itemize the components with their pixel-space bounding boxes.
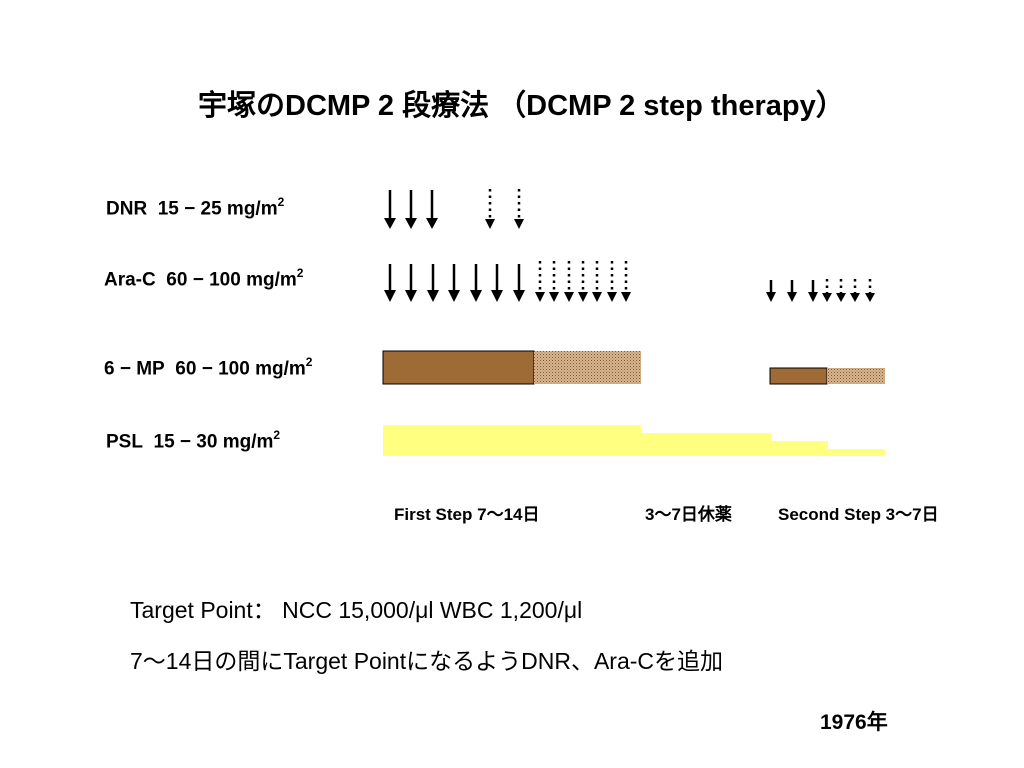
arac-arrow-optional — [836, 279, 846, 302]
dnr-dose: 15 − 25 mg/m — [157, 198, 278, 220]
psl-label: PSL 15 − 30 mg/m2 — [106, 428, 281, 453]
arac-arrow-optional — [822, 279, 832, 302]
year-label: 1976年 — [820, 711, 888, 734]
dnr-arrow-solid — [384, 190, 396, 229]
arac-arrows-first — [384, 261, 631, 302]
arac-arrow-optional — [621, 261, 631, 302]
arac-arrow-solid — [470, 264, 482, 302]
mp-bars — [382, 350, 885, 385]
arac-arrow-optional — [592, 261, 602, 302]
psl-dose-exponent: 2 — [273, 428, 281, 442]
arac-dose-exponent: 2 — [296, 266, 304, 280]
arac-arrow-optional — [607, 261, 617, 302]
mp-bar-second-optional — [827, 368, 885, 384]
dnr-arrow-solid — [426, 190, 438, 229]
psl-bar-full — [383, 425, 641, 456]
arac-arrow-optional — [535, 261, 545, 302]
arac-arrow-solid — [448, 264, 460, 302]
arac-arrow-solid — [513, 264, 525, 302]
mp-name: 6 − MP — [104, 358, 165, 380]
mp-bar-first-solid — [382, 350, 535, 385]
mp-label: 6 − MP 60 − 100 mg/m2 — [104, 355, 313, 380]
arac-arrow-solid — [405, 264, 417, 302]
rest-period-label: 3〜7日休薬 — [645, 505, 732, 524]
mp-dose: 60 − 100 mg/m — [175, 358, 306, 380]
arac-arrow-optional — [850, 279, 860, 302]
arac-arrows-second — [766, 279, 875, 302]
second-step-label: Second Step 3〜7日 — [778, 505, 939, 524]
dnr-dose-exponent: 2 — [277, 195, 285, 209]
mp-bar-second-solid — [769, 367, 828, 385]
dnr-arrow-optional — [485, 189, 495, 229]
arac-dose: 60 − 100 mg/m — [166, 269, 297, 291]
target-point-note: Target Point： NCC 15,000/μl WBC 1,200/μl — [130, 597, 583, 623]
mp-bar-first-optional — [534, 351, 641, 384]
arac-label: Ara-C 60 − 100 mg/m2 — [104, 266, 304, 291]
first-step-label: First Step 7〜14日 — [394, 505, 540, 524]
dnr-name: DNR — [106, 198, 148, 220]
arac-arrow-solid — [427, 264, 439, 302]
psl-bar-taper2 — [771, 441, 828, 456]
arac-arrow-solid — [787, 280, 797, 302]
arac-arrow-optional — [578, 261, 588, 302]
dnr-arrows — [384, 189, 524, 229]
page-title: 宇塚のDCMP 2 段療法 （DCMP 2 step therapy） — [198, 90, 845, 122]
psl-bar-taper3 — [828, 449, 885, 456]
psl-name: PSL — [106, 431, 143, 453]
psl-bar-taper1 — [641, 433, 771, 456]
arac-arrow-optional — [564, 261, 574, 302]
add-drugs-note: 7〜14日の間にTarget PointになるようDNR、Ara-Cを追加 — [130, 648, 724, 674]
arac-arrow-solid — [808, 280, 818, 302]
arac-arrow-optional — [865, 279, 875, 302]
arac-arrow-solid — [766, 280, 776, 302]
arac-arrow-solid — [491, 264, 503, 302]
dnr-label: DNR 15 − 25 mg/m2 — [106, 195, 285, 220]
mp-dose-exponent: 2 — [305, 355, 313, 369]
arac-arrow-optional — [549, 261, 559, 302]
arac-name: Ara-C — [104, 269, 156, 291]
psl-bars — [383, 425, 885, 456]
psl-dose: 15 − 30 mg/m — [153, 431, 274, 453]
dnr-arrow-solid — [405, 190, 417, 229]
arac-arrow-solid — [384, 264, 396, 302]
dnr-arrow-optional — [514, 189, 524, 229]
